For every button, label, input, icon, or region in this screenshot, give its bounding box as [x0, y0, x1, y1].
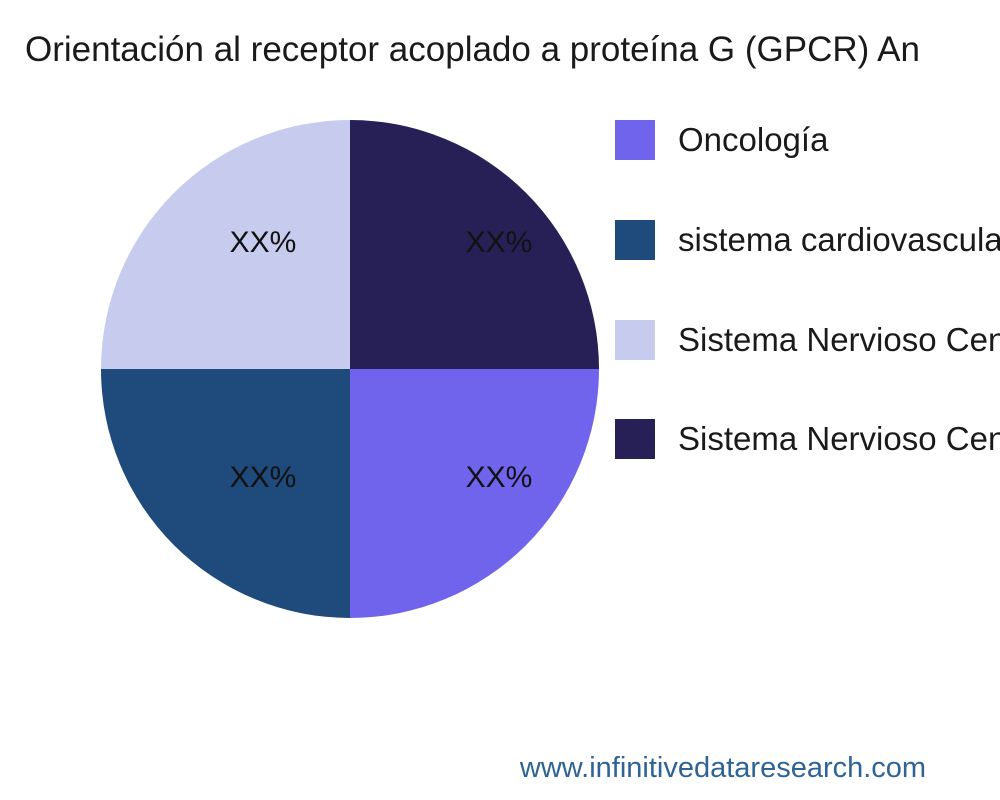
pie-slice-sistema-nervioso-central-light — [101, 120, 350, 369]
legend-swatch-sistema-nervioso-central-dark — [615, 419, 655, 459]
slice-value-label-sistema-nervioso-central-dark: XX% — [465, 226, 533, 259]
pie-svg — [101, 120, 599, 618]
legend-item-sistema-nervioso-central-dark: Sistema Nervioso Cen — [615, 419, 1000, 459]
legend-label-oncologia: Oncología — [678, 121, 829, 158]
legend-swatch-sistema-nervioso-central-light — [615, 320, 655, 360]
slice-value-label-sistema-cardiovascular: XX% — [229, 461, 297, 494]
legend-label-sistema-nervioso-central-dark: Sistema Nervioso Cen — [678, 420, 1000, 457]
legend-swatch-sistema-cardiovascular — [615, 220, 655, 260]
watermark-url: www.infinitivedataresearch.com — [519, 752, 927, 784]
slice-value-label-sistema-nervioso-central-light: XX% — [229, 226, 297, 259]
pie-slice-sistema-nervioso-central-dark — [350, 120, 599, 369]
legend-item-sistema-cardiovascular: sistema cardiovascula — [615, 220, 1000, 260]
legend-item-sistema-nervioso-central-light: Sistema Nervioso Cen — [615, 320, 1000, 360]
legend-label-sistema-nervioso-central-light: Sistema Nervioso Cen — [678, 321, 1000, 358]
legend-label-sistema-cardiovascular: sistema cardiovascula — [678, 221, 1000, 258]
chart-title: Orientación al receptor acoplado a prote… — [25, 30, 920, 69]
legend-swatch-oncologia — [615, 120, 655, 160]
legend-item-oncologia: Oncología — [615, 120, 828, 160]
slice-value-label-oncologia: XX% — [465, 461, 533, 494]
pie-slice-oncologia — [350, 369, 599, 618]
pie-slice-sistema-cardiovascular — [101, 369, 350, 618]
pie-chart: XX% XX% XX% XX% — [101, 120, 599, 618]
